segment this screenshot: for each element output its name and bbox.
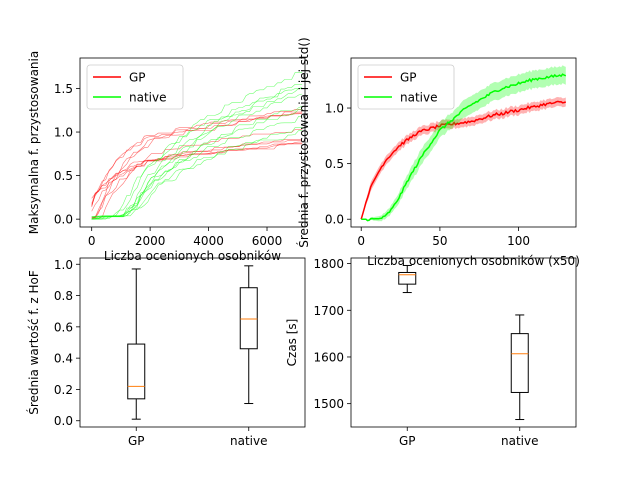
run-line-GP: [91, 141, 303, 206]
x-axis-label: Liczba ocenionych osobników: [104, 249, 281, 263]
y-tick-label: 0.5: [325, 157, 344, 171]
y-tick-label: 1800: [313, 257, 344, 271]
y-tick-label: 0.5: [54, 169, 73, 183]
box-GP: [127, 343, 146, 400]
x-tick-label: GP: [399, 434, 416, 448]
axes-frame-3: [350, 257, 577, 428]
run-line-GP: [91, 139, 303, 218]
y-tick-label: 1.0: [54, 258, 73, 272]
run-line-GP: [91, 112, 303, 219]
run-line-native: [91, 87, 303, 219]
box-native: [239, 287, 258, 350]
y-tick-label: 1.5: [54, 82, 73, 96]
x-tick-label: native: [230, 434, 267, 448]
y-axis-label: Średnia wartość f. z HoF: [26, 270, 41, 415]
x-axis-label: Liczba ocenionych osobników (x50): [367, 254, 580, 268]
x-tick-label: 0: [357, 234, 365, 248]
y-tick-label: 0.6: [54, 320, 73, 334]
x-tick-label: GP: [128, 434, 145, 448]
y-axis-label: Czas [s]: [285, 319, 299, 367]
y-tick-label: 1600: [313, 350, 344, 364]
run-line-GP: [91, 109, 303, 208]
std-band-GP: [361, 97, 566, 220]
y-tick-label: 0.2: [54, 383, 73, 397]
run-line-GP: [91, 140, 303, 204]
runs-group: [91, 72, 303, 220]
run-line-native: [91, 130, 303, 217]
legend-box-1: [357, 64, 455, 110]
mean-line-native: [361, 73, 567, 222]
y-tick-label: 0.8: [54, 289, 73, 303]
mean-line-GP: [360, 100, 567, 220]
y-tick-label: 1.0: [325, 102, 344, 116]
run-line-native: [91, 84, 303, 220]
std-band-native: [361, 65, 566, 222]
run-line-native: [91, 72, 303, 220]
legend-label-GP: GP: [400, 71, 417, 85]
run-line-GP: [91, 112, 303, 220]
run-line-native: [91, 116, 303, 219]
axes-frame-1: [350, 57, 577, 228]
x-tick-label: 50: [432, 234, 447, 248]
run-line-native: [91, 127, 303, 220]
y-tick-label: 1700: [313, 304, 344, 318]
axes-frame-2: [79, 257, 306, 428]
legend-label-native: native: [400, 91, 437, 105]
legend-box-0: [86, 64, 184, 110]
run-line-native: [91, 109, 303, 220]
y-tick-label: 1.0: [54, 126, 73, 140]
x-tick-label: 0: [88, 234, 96, 248]
y-tick-label: 1500: [313, 397, 344, 411]
x-tick-label: 4000: [193, 234, 224, 248]
box-GP: [398, 271, 417, 285]
x-tick-label: 2000: [135, 234, 166, 248]
y-tick-label: 0.4: [54, 352, 73, 366]
x-tick-label: native: [501, 434, 538, 448]
legend-label-GP: GP: [129, 71, 146, 85]
legend-label-native: native: [129, 91, 166, 105]
y-tick-label: 0.0: [325, 213, 344, 227]
y-axis-label: Maksymalna f. przystosowania: [27, 51, 41, 234]
y-tick-label: 0.0: [54, 213, 73, 227]
run-line-GP: [91, 111, 303, 206]
axes-frame-0: [79, 57, 306, 228]
x-tick-label: 100: [507, 234, 530, 248]
box-native: [510, 333, 529, 393]
y-axis-label: Średnia f. przystosowania i jej std(): [296, 37, 311, 247]
y-tick-label: 0.0: [54, 414, 73, 428]
x-tick-label: 6000: [252, 234, 283, 248]
